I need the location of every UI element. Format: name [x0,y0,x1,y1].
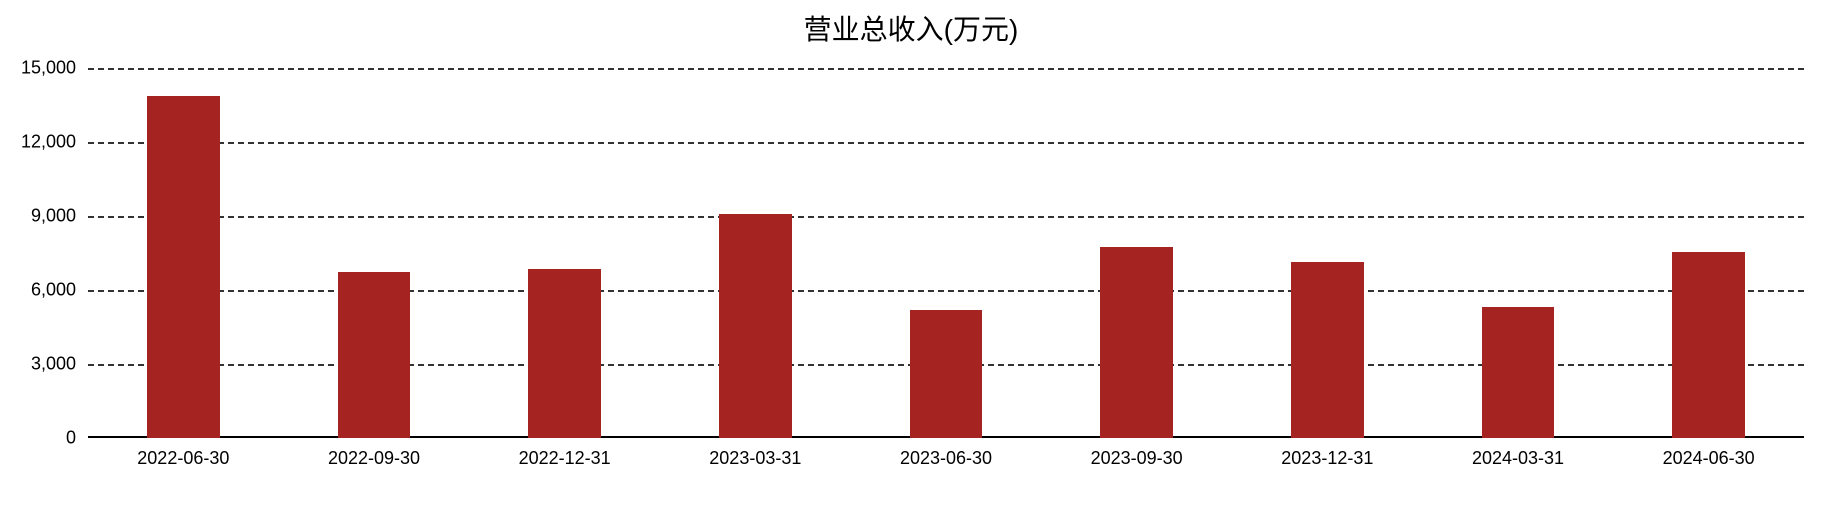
plot-area: 03,0006,0009,00012,00015,0002022-06-3020… [88,68,1804,438]
x-axis-label: 2022-09-30 [279,448,470,469]
gridline [88,68,1804,70]
x-axis-label: 2022-12-31 [469,448,660,469]
bar [1100,247,1172,438]
y-axis-label: 15,000 [0,58,76,79]
chart-title: 营业总收入(万元) [0,8,1822,48]
gridline [88,216,1804,218]
y-axis-label: 6,000 [0,280,76,301]
x-axis-label: 2024-06-30 [1613,448,1804,469]
x-axis-label: 2022-06-30 [88,448,279,469]
bar [338,272,410,439]
x-axis-label: 2023-06-30 [851,448,1042,469]
bar [1291,262,1363,438]
y-axis-label: 3,000 [0,354,76,375]
y-axis-label: 0 [0,428,76,449]
bar [528,269,600,438]
x-axis-label: 2023-03-31 [660,448,851,469]
bar [719,214,791,438]
x-axis-label: 2024-03-31 [1423,448,1614,469]
y-axis-label: 9,000 [0,206,76,227]
y-axis-label: 12,000 [0,132,76,153]
gridline [88,142,1804,144]
bar [147,96,219,438]
bar [1482,307,1554,438]
bar [1672,252,1744,438]
x-axis-label: 2023-09-30 [1041,448,1232,469]
x-axis-label: 2023-12-31 [1232,448,1423,469]
bar [910,310,982,438]
revenue-bar-chart: 营业总收入(万元) 03,0006,0009,00012,00015,00020… [0,0,1822,506]
